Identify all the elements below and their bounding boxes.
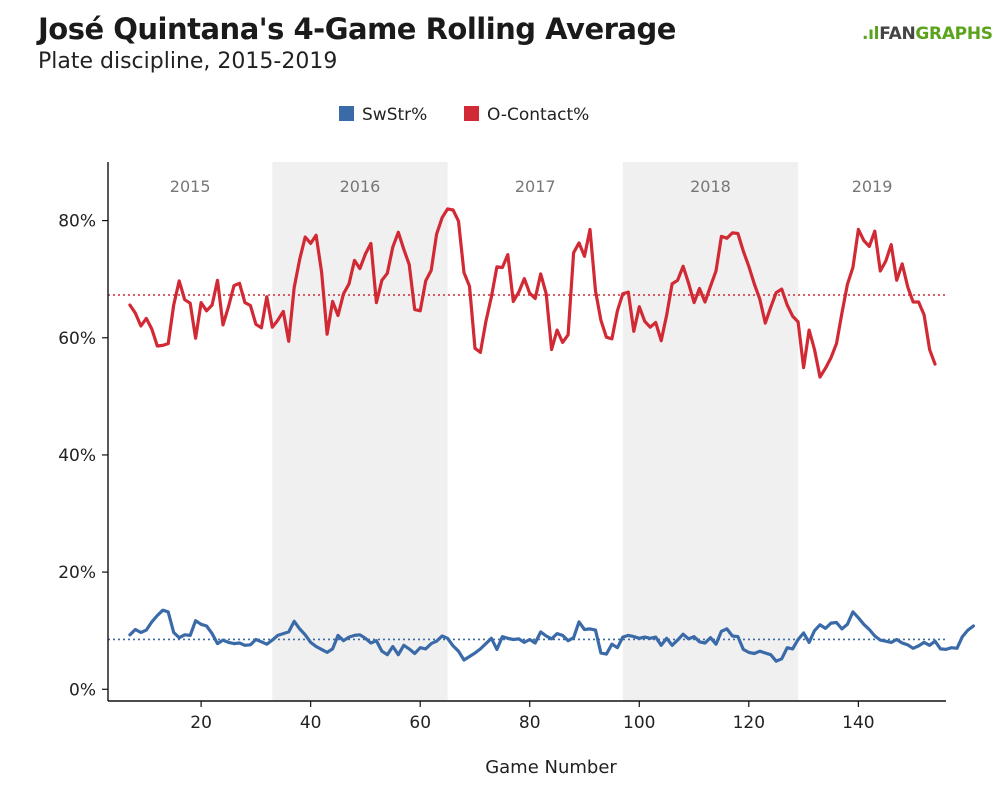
- legend: SwStr% O-Contact%: [339, 105, 589, 125]
- season-label-2017: 2017: [515, 177, 556, 196]
- logo-prefix: FAN: [879, 24, 916, 44]
- y-tick-label: 40%: [58, 446, 96, 466]
- x-tick-label: 120: [733, 713, 765, 733]
- fangraphs-logo: .ılFANGRAPHS: [862, 24, 993, 44]
- x-axis-label: Game Number: [485, 757, 617, 778]
- season-label-2019: 2019: [852, 177, 893, 196]
- x-tick-label: 40: [300, 713, 322, 733]
- series-line-swstr: [128, 608, 976, 663]
- x-tick-label: 60: [409, 713, 431, 733]
- y-tick-label: 20%: [58, 563, 96, 583]
- average-lines: [108, 294, 946, 641]
- logo-suffix: GRAPHS: [915, 24, 993, 44]
- legend-label-1: O-Contact%: [487, 105, 589, 125]
- season-labels: 2015 2016 2017 2018 2019: [170, 177, 893, 196]
- y-tick-label: 80%: [58, 212, 96, 232]
- series-lines: [128, 207, 976, 663]
- x-tick-label: 140: [842, 713, 874, 733]
- axes: 0% 20% 40% 60% 80% 20 40 60 80 100 120 140: [58, 162, 946, 733]
- season-band-2016: [272, 162, 448, 701]
- x-tick-label: 20: [190, 713, 212, 733]
- legend-label-0: SwStr%: [362, 105, 427, 125]
- legend-swatch-1: [464, 106, 479, 121]
- season-band-2018: [622, 162, 799, 701]
- chart-title: José Quintana's 4-Game Rolling Average: [38, 12, 676, 46]
- x-tick-label: 100: [623, 713, 655, 733]
- y-tick-label: 60%: [58, 329, 96, 349]
- series-line-o-contact: [128, 207, 937, 379]
- legend-swatch-0: [339, 106, 354, 121]
- x-tick-label: 80: [519, 713, 541, 733]
- chart-subtitle: Plate discipline, 2015-2019: [38, 49, 338, 74]
- fangraphs-logo-mark-icon: .ıl: [862, 24, 880, 44]
- season-label-2018: 2018: [690, 177, 731, 196]
- y-tick-label: 0%: [69, 680, 96, 700]
- season-label-2015: 2015: [170, 177, 211, 196]
- season-label-2016: 2016: [340, 177, 381, 196]
